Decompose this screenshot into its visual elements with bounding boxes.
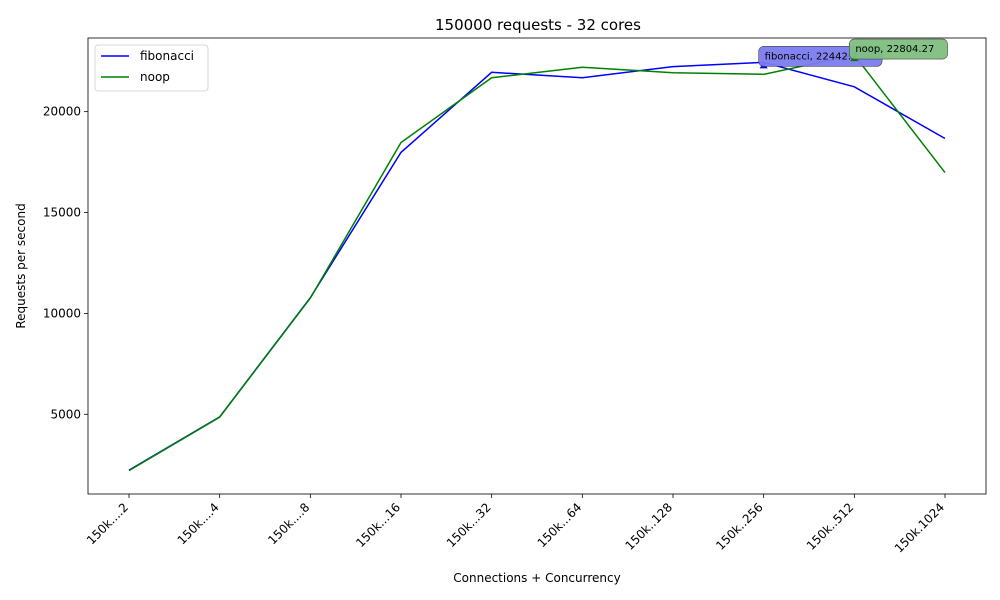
x-axis-title: Connections + Concurrency	[453, 571, 620, 585]
x-tick-label: 150k...16	[353, 500, 403, 550]
x-tick-label: 150k....2	[84, 500, 131, 547]
series-line-fibonacci	[128, 61, 946, 471]
annotation-label: fibonacci, 22442.7	[765, 51, 858, 62]
y-axis: 5000 10000 15000 20000	[43, 105, 88, 421]
y-tick-label: 5000	[50, 407, 81, 421]
y-axis-title: Requests per second	[14, 203, 28, 328]
legend: fibonacci noop	[94, 44, 209, 92]
x-tick-label: 150k...64	[535, 500, 585, 550]
y-tick-label: 15000	[43, 206, 81, 220]
x-tick-label: 150k....4	[175, 500, 222, 547]
plot-area	[128, 54, 946, 472]
legend-label-fibonacci: fibonacci	[140, 49, 194, 63]
x-tick-label: 150k..512	[804, 500, 857, 553]
y-tick-label: 10000	[43, 306, 81, 320]
y-tick-label: 20000	[43, 105, 81, 119]
plot-frame	[87, 37, 987, 495]
chart-title: 150000 requests - 32 cores	[435, 16, 641, 34]
x-tick-label: 150k..256	[713, 500, 766, 553]
annotation-box	[849, 38, 948, 60]
x-tick-label: 150k....8	[265, 500, 312, 547]
x-tick-label: 150k.1024	[892, 500, 947, 555]
annotation-label: noop, 22804.27	[855, 44, 934, 55]
legend-label-noop: noop	[140, 70, 170, 84]
series-line-noop	[128, 54, 946, 472]
x-tick-label: 150k..128	[623, 500, 676, 553]
x-tick-label: 150k...32	[444, 500, 494, 550]
x-axis: 150k....2 150k....4 150k....8 150k...16 150k…	[84, 494, 947, 556]
